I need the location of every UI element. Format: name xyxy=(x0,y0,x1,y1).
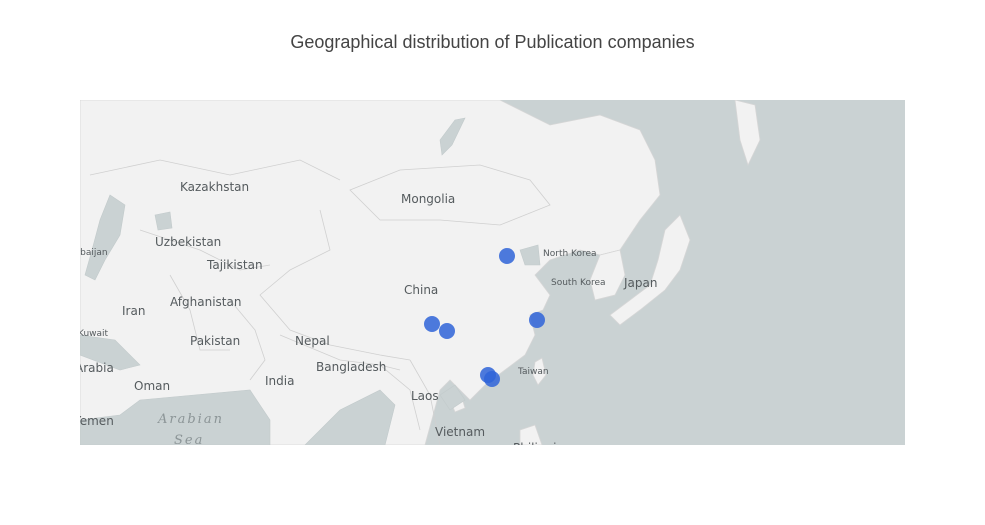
aral-sea xyxy=(154,211,173,231)
marker-layer xyxy=(424,248,545,387)
border-southeast-asia xyxy=(379,364,421,431)
marker-shanghai[interactable] xyxy=(529,312,545,328)
label-bangladesh: Bangladesh xyxy=(316,360,386,374)
border-layer xyxy=(89,159,551,445)
map-canvas: Kazakhstan Mongolia Uzbekistan Azerbaija… xyxy=(80,100,761,445)
sakhalin-island xyxy=(734,100,761,167)
label-yemen: Yemen xyxy=(80,414,114,428)
marker-chongqing[interactable] xyxy=(439,323,455,339)
caspian-sea xyxy=(84,194,126,281)
marker-chengdu[interactable] xyxy=(424,316,440,332)
label-uzbekistan: Uzbekistan xyxy=(155,235,221,249)
bay-of-bengal xyxy=(304,389,396,445)
label-philippines: Philippines xyxy=(513,441,578,445)
label-nepal: Nepal xyxy=(295,334,330,348)
label-arabia: Arabia xyxy=(80,361,114,375)
border-central-asia xyxy=(139,229,271,271)
border-laos-vietnam xyxy=(409,359,441,445)
label-north-korea: North Korea xyxy=(543,249,597,259)
chart-title: Geographical distribution of Publication… xyxy=(290,32,695,52)
border-iran-afghanistan xyxy=(169,274,230,351)
persian-gulf xyxy=(80,334,141,371)
map-labels: Kazakhstan Mongolia Uzbekistan Azerbaija… xyxy=(80,180,657,445)
label-india: India xyxy=(265,374,294,388)
label-japan: Japan xyxy=(623,276,657,290)
eurasia-land xyxy=(80,100,661,445)
philippines-islands xyxy=(519,424,543,445)
lake-baikal xyxy=(439,117,466,156)
label-iran: Iran xyxy=(122,304,145,318)
label-afghanistan: Afghanistan xyxy=(170,295,241,309)
border-india-china xyxy=(279,334,401,371)
label-azerbaijan: Azerbaijan xyxy=(80,248,108,258)
border-mongolia xyxy=(349,164,551,226)
gulf-of-tonkin xyxy=(439,384,466,411)
border-kazakhstan-russia xyxy=(89,159,341,181)
label-mongolia: Mongolia xyxy=(401,192,455,206)
marker-shenzhen[interactable] xyxy=(484,371,500,387)
label-pakistan: Pakistan xyxy=(190,334,240,348)
border-pakistan-india xyxy=(229,299,266,381)
label-south-korea: South Korea xyxy=(551,278,606,288)
label-sea: Sea xyxy=(174,433,204,445)
arabian-sea xyxy=(80,389,271,445)
water-layer xyxy=(80,117,541,445)
label-taiwan: Taiwan xyxy=(517,367,549,377)
label-arabian: Arabian xyxy=(157,412,224,427)
japan-islands xyxy=(609,214,691,326)
map-viewport[interactable]: Kazakhstan Mongolia Uzbekistan Azerbaija… xyxy=(80,100,905,445)
taiwan-island xyxy=(532,357,547,386)
korea-peninsula xyxy=(589,249,626,301)
marker-beijing[interactable] xyxy=(499,248,515,264)
label-china: China xyxy=(404,283,438,297)
bohai-sea xyxy=(519,244,541,266)
label-vietnam: Vietnam xyxy=(435,425,485,439)
label-oman: Oman xyxy=(134,379,170,393)
border-china-west xyxy=(259,209,411,361)
label-kuwait: Kuwait xyxy=(80,329,109,339)
label-laos: Laos xyxy=(411,389,439,403)
label-tajikistan: Tajikistan xyxy=(206,258,263,272)
label-kazakhstan: Kazakhstan xyxy=(180,180,249,194)
